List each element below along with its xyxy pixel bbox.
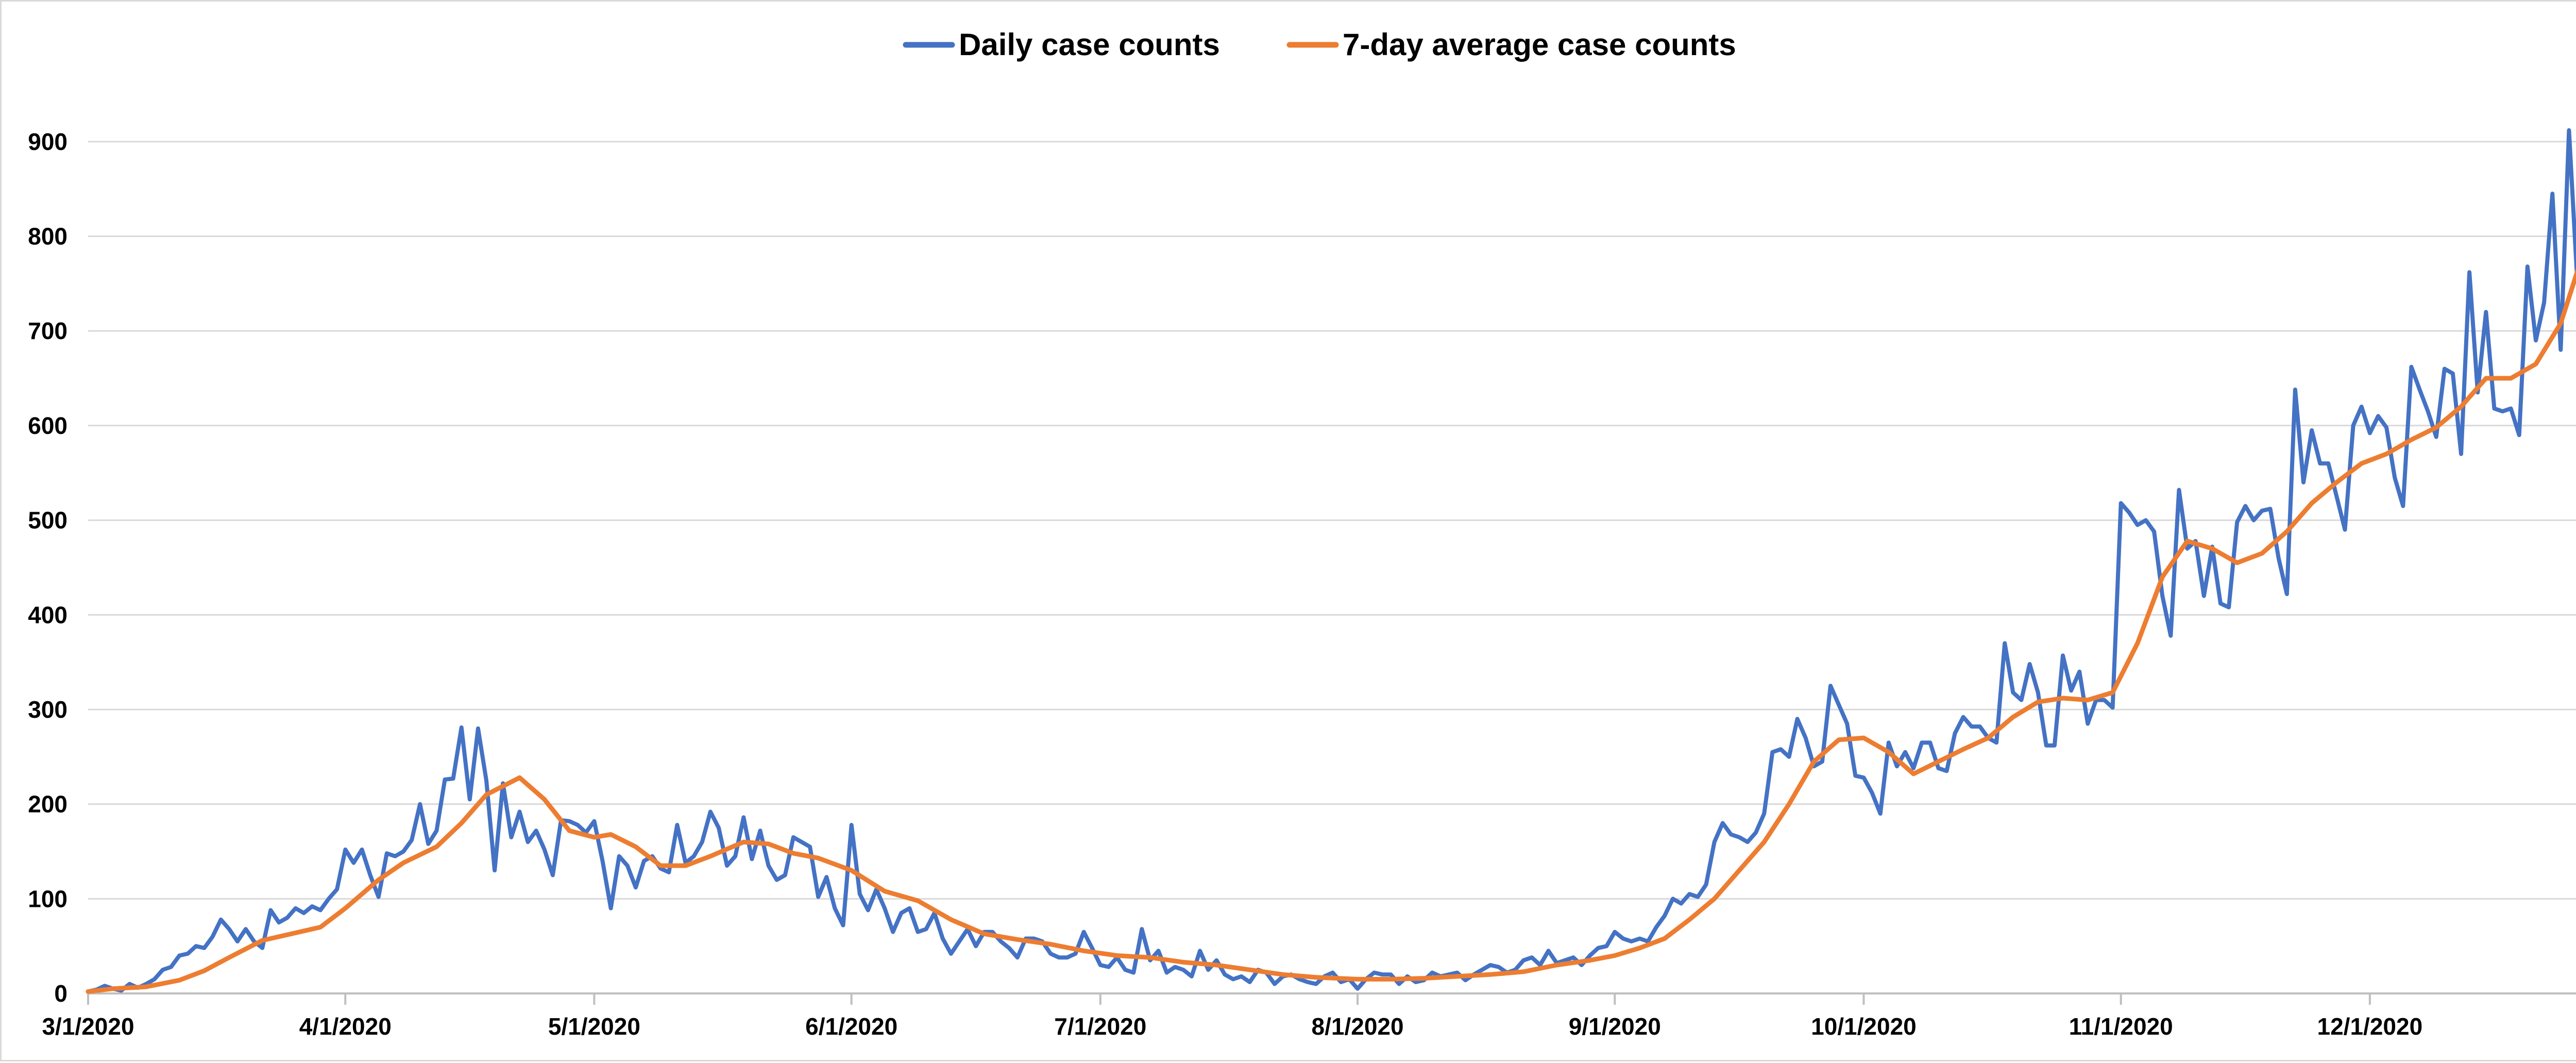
y-tick-label-700: 700: [28, 317, 67, 344]
x-tick-label-8/1/2020: 8/1/2020: [1312, 1013, 1404, 1040]
y-tick-label-900: 900: [28, 128, 67, 155]
y-tick-label-500: 500: [28, 507, 67, 534]
y-tick-label-800: 800: [28, 223, 67, 250]
x-tick-label-12/1/2020: 12/1/2020: [2317, 1013, 2423, 1040]
y-tick-label-400: 400: [28, 601, 67, 628]
x-tick-label-9/1/2020: 9/1/2020: [1569, 1013, 1661, 1040]
x-tick-label-7/1/2020: 7/1/2020: [1054, 1013, 1146, 1040]
x-tick-label-10/1/2020: 10/1/2020: [1811, 1013, 1917, 1040]
legend-label-avg: 7-day average case counts: [1343, 27, 1736, 62]
y-tick-label-100: 100: [28, 885, 67, 912]
legend-label-daily: Daily case counts: [959, 27, 1220, 62]
x-tick-label-3/1/2020: 3/1/2020: [42, 1013, 134, 1040]
x-tick-label-11/1/2020: 11/1/2020: [2069, 1013, 2173, 1040]
legend-entry-avg: 7-day average case counts: [1286, 27, 1736, 62]
series-line-7day-average: [86, 268, 2576, 994]
x-tick-label-6/1/2020: 6/1/2020: [805, 1013, 897, 1040]
gridlines: [88, 141, 2576, 900]
y-tick-label-600: 600: [28, 412, 67, 439]
series-line-daily: [86, 128, 2576, 994]
legend-entry-daily: Daily case counts: [903, 27, 1220, 62]
x-tick-label-5/1/2020: 5/1/2020: [548, 1013, 640, 1040]
y-tick-label-300: 300: [28, 696, 67, 723]
y-tick-label-200: 200: [28, 791, 67, 818]
axes: 0 100 200 300 400 500 600 700 800 900 3/1/2020 4/1/…: [28, 128, 2576, 1040]
x-tick-label-4/1/2020: 4/1/2020: [299, 1013, 392, 1040]
legend: Daily case counts 7-day average case cou…: [903, 27, 1736, 62]
y-tick-label-0: 0: [54, 980, 67, 1007]
series-lines: [86, 128, 2576, 994]
